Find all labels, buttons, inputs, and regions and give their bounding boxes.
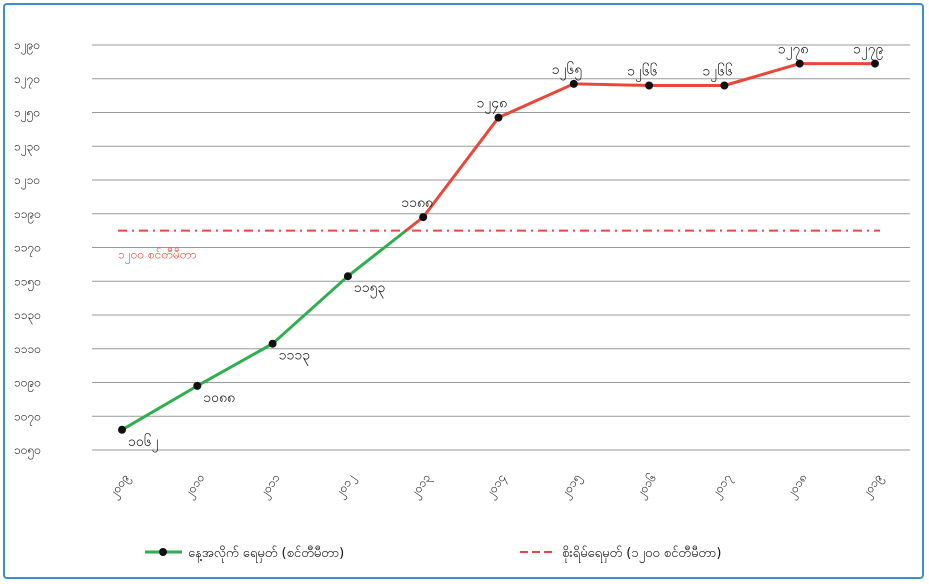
x-tick-label: ၂၀၁၀ (181, 471, 210, 502)
y-tick-label: ၁၁၅၀ (14, 274, 41, 291)
data-label: ၁၂၇၈ (778, 42, 809, 60)
data-label: ၁၂၆၆ (627, 64, 658, 82)
data-label: ၁၂၄၈ (477, 96, 508, 114)
data-label: ၁၁၁၃ (279, 348, 311, 366)
x-tick-label: ၂၀၁၁ (256, 471, 285, 502)
x-tick-label: ၂၀၁၅ (557, 471, 586, 502)
series-segment (572, 82, 651, 87)
x-tick-label: ၂၀၀၉ (105, 471, 134, 502)
data-point (645, 81, 654, 90)
data-point (494, 113, 503, 122)
y-tick-label: ၁၂၉၀ (14, 38, 40, 55)
data-point (343, 272, 352, 281)
data-point (118, 425, 126, 434)
data-label: ၁၁၅၃ (354, 280, 386, 298)
y-tick-label: ၁၂၅၀ (14, 106, 40, 123)
series-segment (120, 384, 199, 432)
y-tick-label: ၁၁၇၀ (14, 241, 41, 258)
x-tick-label: ၂၀၁၄ (482, 471, 511, 502)
y-tick-label: ၁၂၁၀ (14, 173, 40, 190)
y-tick-label: ၁၂၃၀ (14, 139, 40, 156)
series-segment (497, 82, 576, 120)
y-tick-label: ၁၁၉၀ (14, 207, 41, 224)
y-tick-label: ၁၀၉၀ (14, 376, 41, 393)
data-point (569, 79, 578, 88)
data-point (268, 339, 277, 348)
y-tick-label: ၁၀၅၀ (14, 443, 41, 460)
data-label: ၁၁၈၈ (401, 195, 433, 211)
data-label: ၁၀၈၈ (203, 390, 235, 406)
data-label: ၁၂၆၅ (552, 62, 583, 80)
x-tick-label: ၂၀၁၉ (858, 471, 887, 502)
x-tick-label: ၂၀၁၃ (407, 471, 436, 502)
data-point (419, 213, 428, 222)
data-point (193, 381, 202, 390)
legend-reference-label: စိုးရိမ်ရေမှတ် (၁၂၀၀ စင်တီမီတာ) (562, 545, 721, 563)
series-segment (421, 116, 500, 219)
data-point (795, 59, 804, 68)
x-tick-label: ၂၀၁၂ (332, 471, 360, 501)
chart-frame (3, 3, 924, 579)
y-tick-label: ၁၁၁၀ (14, 342, 41, 356)
data-label: ၁၂၇၉ (853, 42, 884, 60)
data-point (720, 81, 729, 90)
series-segment (722, 62, 802, 87)
x-tick-label: ၂၀၁၈ (783, 471, 812, 502)
data-label: ၁၂၆၆ (702, 64, 733, 82)
data-label: ၁၀၆၂ (128, 434, 159, 452)
data-point (871, 59, 879, 68)
y-tick-label: ၁၀၇၀ (14, 409, 41, 426)
series-segment (271, 274, 350, 346)
x-tick-label: ၂၀၁၆ (632, 470, 662, 502)
y-tick-label: ၁၁၃၀ (14, 308, 41, 325)
legend-series-label: နေ့အလိုက် ရေမှတ် (စင်တီမီတာ) (188, 545, 344, 563)
series-segment (346, 229, 408, 278)
series-segment (195, 342, 275, 388)
x-tick-label: ၂၀၁၇ (708, 471, 737, 502)
y-tick-label: ၁၂၇၀ (14, 72, 40, 89)
legend-series-marker (159, 548, 167, 556)
reference-line-label: ၁၂၀၀ စင်တီမီတာ (118, 247, 197, 265)
